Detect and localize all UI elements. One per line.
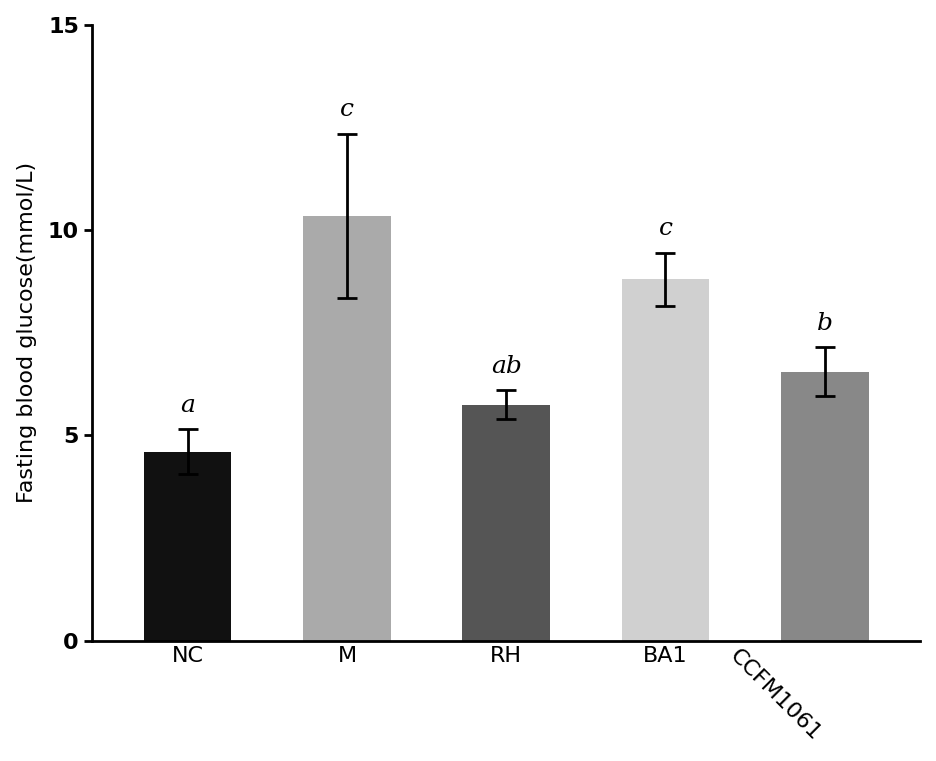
Bar — [303, 215, 390, 641]
Text: b: b — [816, 312, 832, 335]
Bar — [462, 405, 549, 641]
Text: ab: ab — [490, 355, 521, 378]
Bar — [144, 452, 231, 641]
Y-axis label: Fasting blood glucose(mmol/L): Fasting blood glucose(mmol/L) — [17, 162, 37, 503]
Bar — [780, 372, 868, 641]
Text: c: c — [658, 218, 672, 240]
Text: c: c — [340, 98, 354, 121]
Text: a: a — [180, 394, 195, 417]
Bar — [621, 279, 709, 641]
